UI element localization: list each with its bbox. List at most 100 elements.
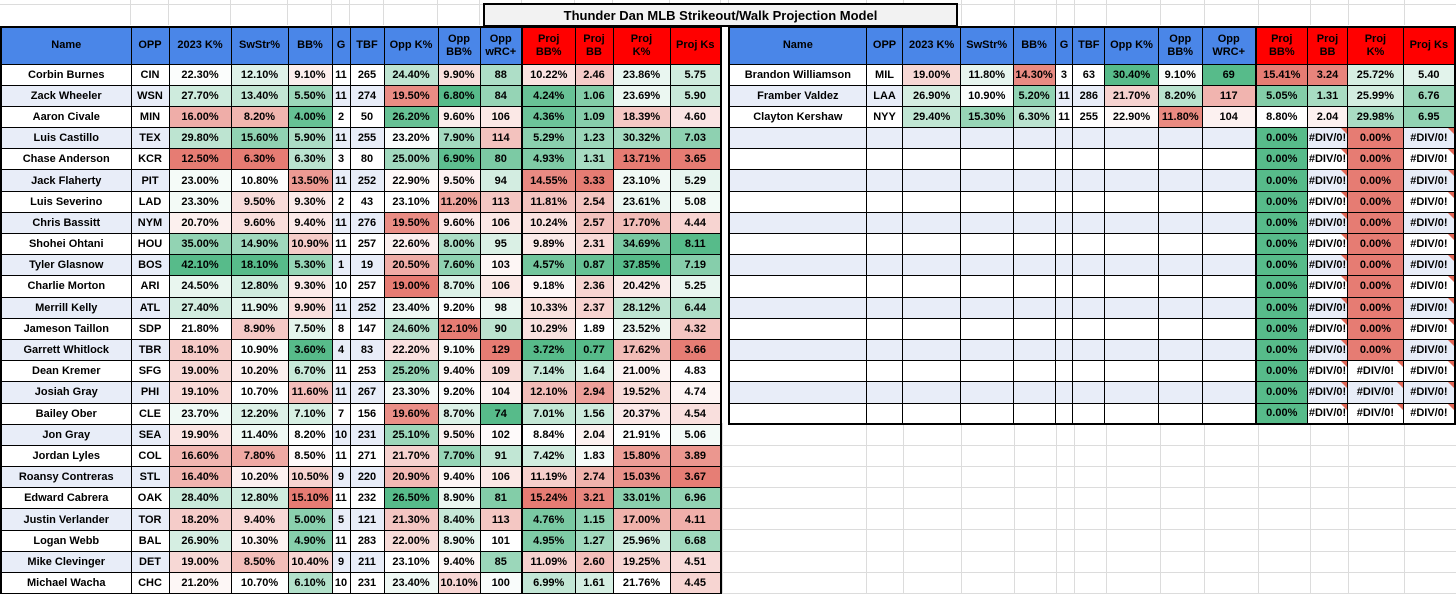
- cell-tbf[interactable]: [1072, 254, 1106, 277]
- cell-opp[interactable]: [865, 275, 904, 298]
- cell-proj-ks[interactable]: 4.11: [669, 508, 722, 531]
- cell-tbf[interactable]: 255: [349, 127, 385, 150]
- cell-proj-bb-pct[interactable]: 4.24%: [521, 84, 576, 107]
- cell-proj-bb-pct[interactable]: 8.84%: [521, 423, 576, 446]
- cell-opp-wrc[interactable]: [1201, 360, 1257, 383]
- cell-opp-wrc[interactable]: [1201, 381, 1257, 404]
- cell-proj-k-pct[interactable]: 0.00%: [1347, 169, 1404, 192]
- cell-opp[interactable]: SEA: [130, 423, 170, 446]
- cell-tbf[interactable]: 121: [349, 508, 385, 531]
- cell-bb-pct[interactable]: 6.10%: [287, 571, 333, 594]
- cell-opp[interactable]: BAL: [130, 529, 170, 552]
- cell-opp-wrc[interactable]: 104: [1201, 105, 1257, 129]
- cell-k-2023[interactable]: [902, 275, 961, 298]
- cell-games[interactable]: [1054, 317, 1074, 340]
- cell-proj-k-pct[interactable]: #DIV/0!: [1347, 381, 1404, 404]
- cell-name[interactable]: Josiah Gray: [0, 381, 132, 404]
- cell-opp-bb-pct[interactable]: 8.90%: [437, 529, 481, 552]
- cell-proj-bb-pct[interactable]: 0.00%: [1254, 381, 1308, 404]
- cell-k-2023[interactable]: 23.70%: [168, 402, 232, 425]
- cell-bb-pct[interactable]: [1012, 169, 1056, 192]
- cell-proj-bb[interactable]: 2.31: [574, 232, 614, 256]
- cell-games[interactable]: 11: [331, 232, 351, 256]
- cell-opp-bb-pct[interactable]: 9.10%: [437, 338, 481, 362]
- cell-proj-bb-pct[interactable]: 0.00%: [1254, 169, 1308, 192]
- cell-opp[interactable]: COL: [130, 444, 170, 468]
- cell-proj-bb[interactable]: 2.54: [574, 190, 614, 213]
- cell-proj-bb-pct[interactable]: 3.72%: [521, 338, 576, 362]
- cell-swstr-pct[interactable]: [959, 169, 1014, 192]
- cell-opp-bb-pct[interactable]: 9.60%: [437, 211, 481, 235]
- cell-bb-pct[interactable]: [1012, 360, 1056, 383]
- cell-games[interactable]: [1054, 360, 1074, 383]
- cell-name[interactable]: Corbin Burnes: [0, 63, 132, 86]
- cell-proj-bb-pct[interactable]: 4.57%: [521, 254, 576, 277]
- cell-name[interactable]: Logan Webb: [0, 529, 132, 552]
- cell-opp-wrc[interactable]: 106: [479, 211, 523, 235]
- cell-proj-bb[interactable]: 2.94: [574, 381, 614, 404]
- cell-opp-bb-pct[interactable]: [1157, 275, 1203, 298]
- cell-proj-k-pct[interactable]: 0.00%: [1347, 317, 1404, 340]
- cell-proj-ks[interactable]: #DIV/0!: [1402, 148, 1456, 171]
- cell-opp-wrc[interactable]: 106: [479, 466, 523, 489]
- cell-bb-pct[interactable]: 5.90%: [287, 127, 333, 150]
- cell-bb-pct[interactable]: [1012, 381, 1056, 404]
- cell-opp-bb-pct[interactable]: [1157, 338, 1203, 362]
- cell-proj-ks[interactable]: 6.44: [669, 296, 722, 319]
- cell-opp-k-pct[interactable]: [1104, 254, 1159, 277]
- cell-proj-bb-pct[interactable]: 7.01%: [521, 402, 576, 425]
- cell-opp-wrc[interactable]: 85: [479, 550, 523, 574]
- cell-tbf[interactable]: 147: [349, 317, 385, 340]
- cell-bb-pct[interactable]: 7.10%: [287, 402, 333, 425]
- cell-opp-wrc[interactable]: 113: [479, 508, 523, 531]
- cell-games[interactable]: 11: [331, 296, 351, 319]
- cell-games[interactable]: [1054, 190, 1074, 213]
- cell-opp[interactable]: [865, 360, 904, 383]
- cell-proj-k-pct[interactable]: 23.61%: [612, 190, 671, 213]
- cell-games[interactable]: 1: [331, 254, 351, 277]
- cell-k-2023[interactable]: [902, 211, 961, 235]
- cell-opp[interactable]: KCR: [130, 148, 170, 171]
- cell-proj-k-pct[interactable]: 17.00%: [612, 508, 671, 531]
- cell-opp-wrc[interactable]: 95: [479, 232, 523, 256]
- cell-opp-bb-pct[interactable]: [1157, 127, 1203, 150]
- cell-games[interactable]: 2: [331, 190, 351, 213]
- cell-games[interactable]: [1054, 296, 1074, 319]
- cell-name[interactable]: Tyler Glasnow: [0, 254, 132, 277]
- cell-opp-bb-pct[interactable]: 6.80%: [437, 84, 481, 107]
- cell-proj-k-pct[interactable]: 17.62%: [612, 338, 671, 362]
- cell-name[interactable]: [728, 360, 867, 383]
- cell-swstr-pct[interactable]: 10.90%: [959, 84, 1014, 107]
- cell-opp[interactable]: OAK: [130, 487, 170, 510]
- col-header-games[interactable]: G: [1054, 26, 1074, 65]
- cell-bb-pct[interactable]: [1012, 254, 1056, 277]
- cell-opp-k-pct[interactable]: 24.40%: [383, 63, 439, 86]
- cell-proj-bb[interactable]: #DIV/0!: [1306, 296, 1349, 319]
- cell-opp-wrc[interactable]: [1201, 275, 1257, 298]
- cell-opp[interactable]: DET: [130, 550, 170, 574]
- cell-proj-k-pct[interactable]: 0.00%: [1347, 148, 1404, 171]
- col-header-opp-wrc[interactable]: Opp wRC+: [479, 26, 523, 65]
- cell-bb-pct[interactable]: 5.50%: [287, 84, 333, 107]
- cell-opp-wrc[interactable]: [1201, 317, 1257, 340]
- cell-proj-ks[interactable]: 6.68: [669, 529, 722, 552]
- cell-opp-k-pct[interactable]: 19.60%: [383, 402, 439, 425]
- cell-k-2023[interactable]: [902, 296, 961, 319]
- cell-opp[interactable]: HOU: [130, 232, 170, 256]
- cell-proj-ks[interactable]: #DIV/0!: [1402, 169, 1456, 192]
- cell-name[interactable]: [728, 381, 867, 404]
- cell-opp-bb-pct[interactable]: [1157, 211, 1203, 235]
- cell-games[interactable]: [1054, 148, 1074, 171]
- cell-bb-pct[interactable]: 8.20%: [287, 423, 333, 446]
- cell-swstr-pct[interactable]: 11.40%: [230, 423, 289, 446]
- cell-proj-ks[interactable]: 5.06: [669, 423, 722, 446]
- cell-opp[interactable]: BOS: [130, 254, 170, 277]
- cell-k-2023[interactable]: [902, 317, 961, 340]
- cell-opp-wrc[interactable]: 104: [479, 381, 523, 404]
- cell-games[interactable]: 11: [331, 360, 351, 383]
- cell-opp-wrc[interactable]: 91: [479, 444, 523, 468]
- cell-opp-k-pct[interactable]: 23.20%: [383, 127, 439, 150]
- cell-bb-pct[interactable]: 10.90%: [287, 232, 333, 256]
- cell-k-2023[interactable]: 18.10%: [168, 338, 232, 362]
- cell-games[interactable]: [1054, 169, 1074, 192]
